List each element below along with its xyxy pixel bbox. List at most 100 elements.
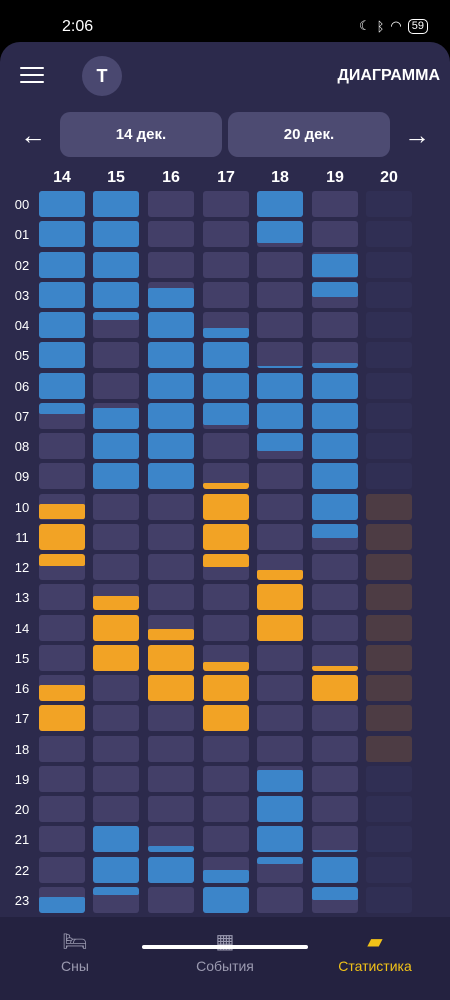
hour-cell[interactable] — [203, 402, 249, 429]
hour-cell[interactable] — [39, 584, 85, 611]
hour-cell[interactable] — [366, 644, 412, 671]
hour-cell[interactable] — [366, 463, 412, 490]
hour-cell[interactable] — [93, 191, 139, 217]
hour-cell[interactable] — [312, 191, 358, 217]
hour-cell[interactable] — [366, 796, 412, 822]
avatar[interactable]: T — [82, 56, 122, 96]
hour-cell[interactable] — [366, 221, 412, 248]
hour-cell[interactable] — [257, 251, 303, 278]
hour-cell[interactable] — [39, 735, 85, 762]
hour-cell[interactable] — [312, 614, 358, 641]
hour-cell[interactable] — [93, 796, 139, 822]
hour-cell[interactable] — [148, 342, 194, 369]
hour-cell[interactable] — [312, 705, 358, 732]
hour-cell[interactable] — [366, 523, 412, 550]
hour-cell[interactable] — [39, 221, 85, 248]
hour-cell[interactable] — [39, 705, 85, 732]
hour-cell[interactable] — [39, 342, 85, 369]
hour-cell[interactable] — [39, 281, 85, 308]
hour-cell[interactable] — [148, 705, 194, 732]
hour-cell[interactable] — [257, 856, 303, 883]
hour-cell[interactable] — [366, 402, 412, 429]
hour-cell[interactable] — [257, 765, 303, 792]
hour-cell[interactable] — [257, 796, 303, 822]
hour-cell[interactable] — [366, 312, 412, 338]
hour-cell[interactable] — [366, 191, 412, 217]
hour-cell[interactable] — [257, 554, 303, 580]
hour-cell[interactable] — [39, 765, 85, 792]
hour-cell[interactable] — [39, 886, 85, 913]
hour-cell[interactable] — [93, 342, 139, 369]
nav-tab-dreams[interactable]: 🛏 Сны — [0, 929, 150, 974]
hour-cell[interactable] — [312, 826, 358, 853]
hour-cell[interactable] — [257, 221, 303, 248]
hour-cell[interactable] — [257, 886, 303, 913]
hour-cell[interactable] — [312, 372, 358, 399]
hour-cell[interactable] — [203, 856, 249, 883]
hour-cell[interactable] — [203, 644, 249, 671]
hour-cell[interactable] — [93, 584, 139, 611]
hour-cell[interactable] — [148, 463, 194, 490]
hour-cell[interactable] — [203, 886, 249, 913]
hour-cell[interactable] — [366, 614, 412, 641]
hour-cell[interactable] — [148, 402, 194, 429]
hour-cell[interactable] — [203, 554, 249, 580]
hour-cell[interactable] — [312, 221, 358, 248]
hour-cell[interactable] — [148, 644, 194, 671]
hour-cell[interactable] — [93, 312, 139, 338]
hour-cell[interactable] — [148, 796, 194, 822]
hour-cell[interactable] — [366, 735, 412, 762]
hour-cell[interactable] — [203, 584, 249, 611]
hour-cell[interactable] — [312, 584, 358, 611]
hour-cell[interactable] — [366, 584, 412, 611]
hour-cell[interactable] — [312, 463, 358, 490]
hour-cell[interactable] — [148, 856, 194, 883]
hour-cell[interactable] — [312, 251, 358, 278]
hour-cell[interactable] — [148, 554, 194, 580]
hour-cell[interactable] — [312, 402, 358, 429]
hour-cell[interactable] — [312, 433, 358, 459]
hour-cell[interactable] — [312, 856, 358, 883]
hour-cell[interactable] — [203, 493, 249, 520]
hour-cell[interactable] — [203, 251, 249, 278]
hour-cell[interactable] — [203, 826, 249, 853]
hour-cell[interactable] — [148, 251, 194, 278]
hour-cell[interactable] — [39, 251, 85, 278]
hour-cell[interactable] — [148, 826, 194, 853]
hour-cell[interactable] — [148, 523, 194, 550]
hour-cell[interactable] — [203, 372, 249, 399]
hour-cell[interactable] — [366, 554, 412, 580]
hour-cell[interactable] — [148, 886, 194, 913]
hour-cell[interactable] — [93, 221, 139, 248]
arrow-left-icon[interactable]: ← — [20, 120, 46, 150]
hour-cell[interactable] — [257, 705, 303, 732]
hour-cell[interactable] — [203, 765, 249, 792]
hour-cell[interactable] — [93, 402, 139, 429]
hour-cell[interactable] — [366, 493, 412, 520]
hour-cell[interactable] — [148, 584, 194, 611]
hour-cell[interactable] — [203, 523, 249, 550]
hour-cell[interactable] — [148, 765, 194, 792]
hour-cell[interactable] — [93, 765, 139, 792]
hour-cell[interactable] — [93, 886, 139, 913]
end-date-button[interactable]: 20 дек. — [228, 112, 390, 157]
hour-cell[interactable] — [39, 796, 85, 822]
hour-cell[interactable] — [93, 705, 139, 732]
hour-cell[interactable] — [93, 372, 139, 399]
hour-cell[interactable] — [39, 493, 85, 520]
hour-cell[interactable] — [257, 644, 303, 671]
hour-cell[interactable] — [257, 826, 303, 853]
hour-cell[interactable] — [93, 826, 139, 853]
hour-cell[interactable] — [203, 675, 249, 701]
hour-cell[interactable] — [203, 342, 249, 369]
hour-cell[interactable] — [257, 493, 303, 520]
hour-cell[interactable] — [148, 675, 194, 701]
hour-cell[interactable] — [203, 614, 249, 641]
hour-cell[interactable] — [93, 281, 139, 308]
hour-cell[interactable] — [366, 372, 412, 399]
hour-cell[interactable] — [366, 342, 412, 369]
hour-cell[interactable] — [93, 735, 139, 762]
hour-cell[interactable] — [39, 554, 85, 580]
hour-cell[interactable] — [39, 614, 85, 641]
nav-tab-statistics[interactable]: ▰ Статистика — [300, 929, 450, 974]
